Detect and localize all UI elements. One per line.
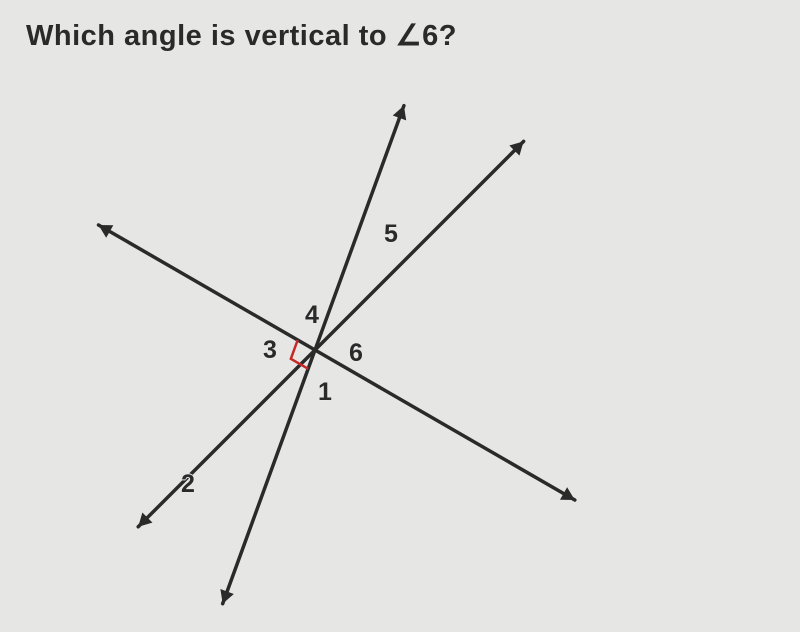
angle-label-4: 4 — [305, 301, 319, 330]
angle-diagram — [0, 0, 800, 632]
angle-label-6: 6 — [349, 339, 363, 368]
page: Which angle is vertical to ∠6? 543612 — [0, 0, 800, 632]
angle-label-3: 3 — [263, 336, 277, 365]
angle-label-5: 5 — [384, 220, 398, 249]
angle-label-1: 1 — [318, 378, 332, 407]
angle-label-2: 2 — [181, 470, 195, 499]
